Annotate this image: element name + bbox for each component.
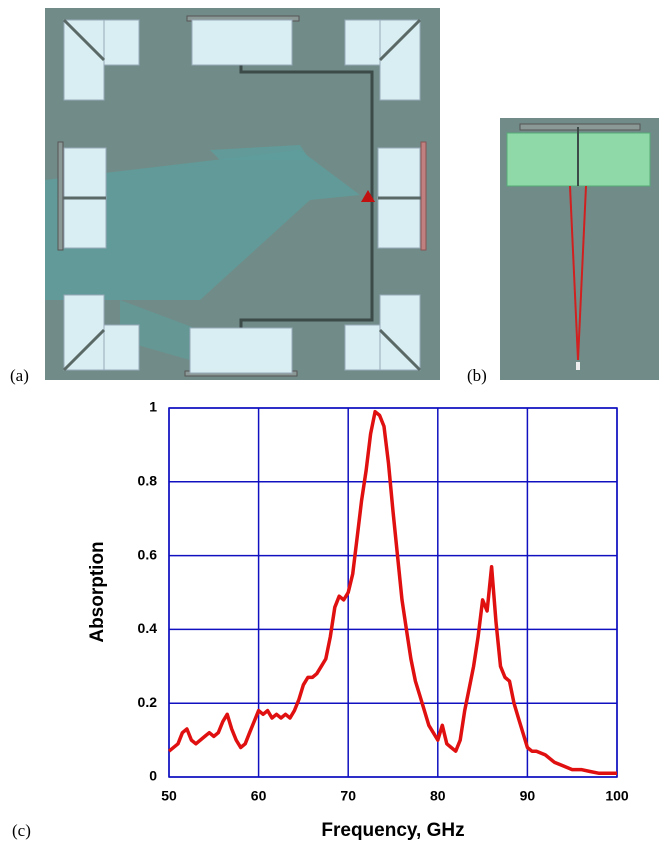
x-tick-label: 100	[605, 788, 629, 804]
y-tick-label: 1	[149, 399, 157, 415]
x-tick-label: 60	[251, 788, 267, 804]
panel-b-image	[500, 118, 659, 380]
y-tick-label: 0.2	[138, 694, 158, 710]
figure: (a) (b) (c) Frequency, GHz Absorption 0 0…	[0, 0, 659, 845]
plot-frame	[169, 408, 617, 777]
panel-label: (a)	[10, 366, 29, 385]
y-tick-label: 0	[149, 768, 157, 784]
x-tick-label: 90	[520, 788, 536, 804]
x-tick-label: 50	[161, 788, 177, 804]
panel-a-image	[45, 8, 440, 380]
y-tick-label: 0.6	[138, 546, 158, 562]
y-tick-label: 0.8	[138, 473, 158, 489]
panel-label: (c)	[12, 821, 31, 840]
x-axis-title: Frequency, GHz	[321, 820, 464, 841]
y-axis-title: Absorption	[87, 541, 108, 642]
data-line	[169, 412, 617, 774]
x-tick-label: 70	[340, 788, 356, 804]
y-tick-label: 0.4	[138, 620, 158, 636]
panel-label: (b)	[467, 366, 487, 385]
x-tick-label: 80	[430, 788, 446, 804]
